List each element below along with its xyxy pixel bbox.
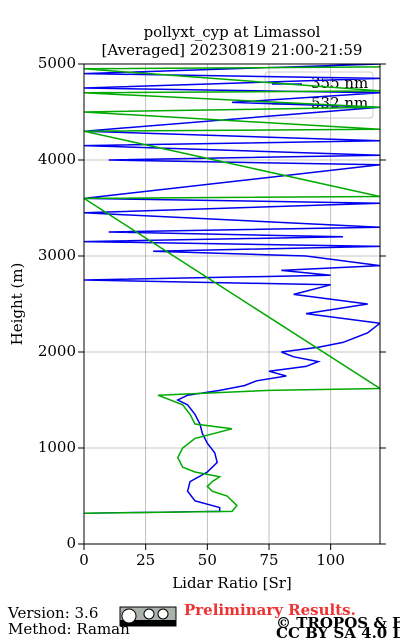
method: Method: Raman	[8, 620, 130, 638]
x-tick-label: 25	[136, 551, 155, 569]
y-tick-label: 3000	[38, 246, 76, 264]
status: Preliminary Results.	[184, 601, 356, 619]
y-tick-label: 0	[66, 534, 76, 552]
y-tick-label: 2000	[38, 342, 76, 360]
x-tick-label: 50	[198, 551, 217, 569]
copyright: © TROPOS & ECoE 2023.	[276, 614, 400, 632]
chart-subtitle: [Averaged] 20230819 21:00-21:59	[102, 41, 363, 59]
y-tick-label: 1000	[38, 438, 76, 456]
plot-area	[83, 63, 380, 545]
version: Version: 3.6	[7, 604, 98, 622]
y-tick-label: 4000	[38, 150, 76, 168]
x-tick-label: 75	[259, 551, 278, 569]
profile-line	[84, 66, 380, 515]
cc-logo	[119, 606, 177, 627]
x-axis-label: Lidar Ratio [Sr]	[172, 574, 292, 592]
axes-frame	[83, 63, 381, 545]
y-axis-label: Height (m)	[8, 263, 26, 346]
chart-title: pollyxt_cyp at Limassol	[144, 23, 321, 41]
y-tick-label: 5000	[38, 54, 76, 72]
profile-line	[84, 64, 380, 515]
license: CC BY SA 4.0 License.	[276, 624, 400, 640]
x-tick-label: 100	[316, 551, 345, 569]
x-tick-label: 0	[79, 551, 89, 569]
